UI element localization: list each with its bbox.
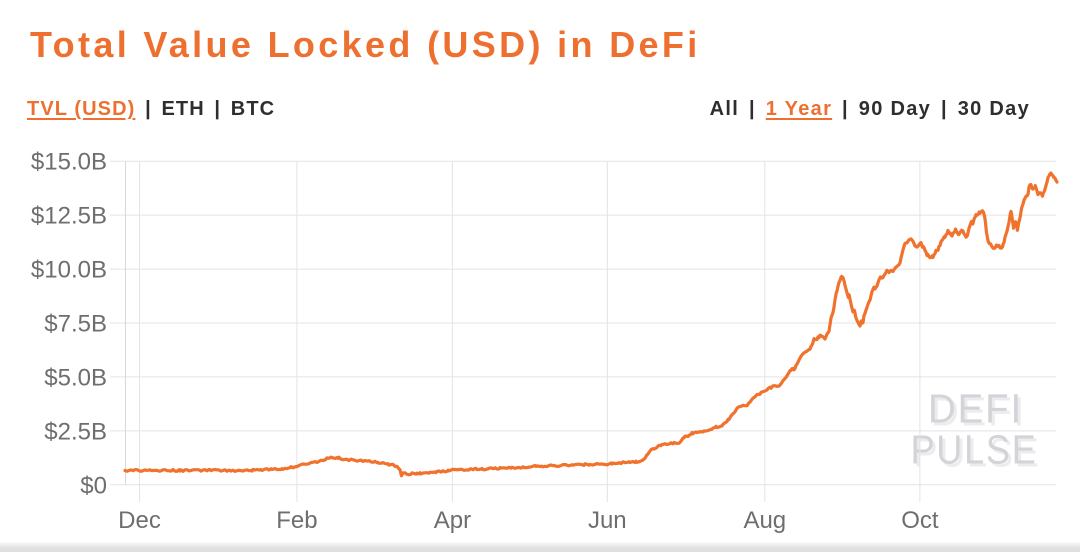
svg-text:$10.0B: $10.0B (31, 257, 107, 284)
svg-text:$15.0B: $15.0B (31, 149, 107, 176)
svg-text:$5.0B: $5.0B (44, 364, 107, 391)
svg-text:Apr: Apr (434, 507, 471, 534)
svg-text:PULSE: PULSE (911, 427, 1038, 473)
svg-text:Jun: Jun (588, 507, 627, 534)
svg-text:$7.5B: $7.5B (44, 311, 107, 338)
svg-text:Oct: Oct (901, 507, 939, 534)
svg-text:Feb: Feb (276, 507, 317, 534)
svg-text:Aug: Aug (743, 507, 786, 534)
svg-text:PULSE: PULSE (914, 430, 1041, 476)
svg-text:$2.5B: $2.5B (44, 418, 107, 445)
svg-text:DEFI: DEFI (931, 389, 1026, 435)
svg-text:$0: $0 (80, 472, 107, 499)
svg-text:$12.5B: $12.5B (31, 203, 107, 230)
svg-text:Dec: Dec (118, 507, 161, 534)
svg-text:DEFI: DEFI (928, 386, 1023, 432)
